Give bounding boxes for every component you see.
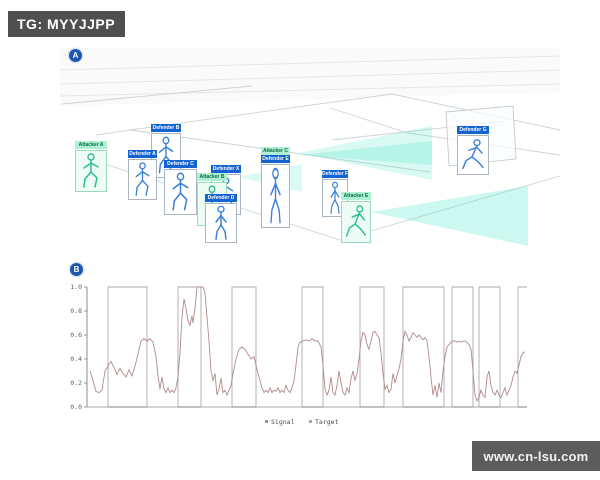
court-line	[61, 85, 253, 105]
y-tick-label: 0.6	[70, 331, 82, 339]
skeleton-limb	[172, 192, 182, 211]
view-cone	[298, 126, 432, 180]
skeleton-limb	[83, 171, 92, 188]
stadium-line	[59, 69, 561, 85]
court-line	[339, 175, 561, 241]
attacker-label-chip: Attacker A	[75, 141, 107, 149]
skeleton-limb	[359, 213, 366, 221]
skeleton-limb	[220, 214, 227, 223]
attacker-label-chip: Attacker B	[197, 173, 227, 181]
attacker-label-chip: Attacker E	[341, 192, 371, 200]
pose-skeleton-icon	[172, 172, 189, 211]
y-tick-label: 1.0	[70, 283, 82, 291]
skeleton-limb	[172, 182, 182, 190]
skeleton-limb	[179, 192, 188, 211]
court-line	[329, 107, 409, 134]
skeleton-limb	[468, 146, 478, 151]
defender-label-chip: Defender B	[151, 124, 181, 132]
defender-pose-box	[205, 203, 237, 243]
skeleton-limb	[179, 182, 189, 189]
defender-pose-box	[128, 159, 157, 200]
watermark-label: www.cn-lsu.com	[472, 441, 600, 471]
skeleton-limb	[270, 197, 277, 224]
skeleton-limb	[476, 146, 483, 154]
skeleton-limb	[90, 171, 98, 188]
legend-label: Target	[315, 418, 339, 426]
y-tick-label: 0.0	[70, 403, 82, 411]
skeleton-limb	[471, 156, 484, 169]
panel-a-badge: A	[69, 49, 82, 62]
y-tick-label: 0.8	[70, 307, 82, 315]
skeleton-limb	[330, 199, 336, 214]
skeleton-limb	[274, 182, 281, 196]
target-square-wave	[87, 286, 527, 408]
signal-line	[89, 286, 526, 403]
skeleton-limb	[158, 146, 167, 154]
attacker-pose-box	[341, 201, 371, 243]
defender-label-chip: Defender A	[128, 150, 157, 158]
y-tick-label: 0.2	[70, 379, 82, 387]
skeleton-limb	[354, 223, 367, 236]
attacker-label-chip: Attacker C	[261, 147, 290, 155]
defender-label-chip: Defender X	[211, 165, 241, 173]
view-cone	[300, 141, 432, 165]
skeleton-limb	[334, 190, 340, 198]
panel-b-badge: B	[70, 263, 83, 276]
skeleton-limb	[135, 179, 144, 196]
skeleton-limb	[141, 170, 150, 177]
legend-label: Signal	[271, 418, 295, 426]
pose-skeleton-icon	[135, 162, 150, 196]
skeleton-limb	[135, 170, 144, 178]
defender-pose-box	[164, 169, 197, 215]
skeleton-limb	[330, 190, 336, 198]
pose-skeleton-icon	[215, 205, 227, 240]
view-cone	[371, 186, 528, 246]
pose-skeleton-icon	[83, 153, 99, 188]
skeleton-limb	[270, 182, 277, 196]
legend-marker	[265, 420, 268, 423]
pose-skeleton-icon	[345, 205, 367, 237]
skeleton-limb	[165, 146, 174, 153]
defender-pose-box	[261, 164, 290, 228]
skeleton-limb	[334, 199, 340, 214]
skeleton-limb	[462, 156, 473, 170]
defender-label-chip: Defender E	[261, 155, 290, 163]
skeleton-limb	[274, 197, 281, 224]
skeleton-limb	[141, 179, 149, 196]
defender-label-chip: Defender C	[164, 160, 197, 168]
skeleton-limb	[215, 224, 222, 240]
skeleton-limb	[90, 162, 99, 168]
skeleton-limb	[225, 185, 234, 192]
skeleton-limb	[220, 224, 227, 240]
skeleton-limb	[83, 162, 92, 169]
stadium-line	[59, 83, 561, 97]
defender-label-chip: Defender G	[457, 126, 489, 134]
skeleton-limb	[158, 155, 167, 174]
defender-pose-box	[457, 135, 489, 175]
attacker-pose-box	[75, 150, 107, 192]
defender-label-chip: Defender F	[322, 170, 348, 178]
pose-skeleton-icon	[330, 181, 340, 214]
tag-label: TG: MYYJJPP	[8, 11, 126, 37]
pose-skeleton-icon	[270, 167, 281, 224]
skeleton-limb	[351, 213, 361, 218]
y-tick-label: 0.4	[70, 355, 82, 363]
stadium-line	[59, 55, 561, 71]
pose-skeleton-icon	[462, 139, 484, 170]
defender-label-chip: Defender D	[205, 194, 237, 202]
legend-marker	[309, 420, 312, 423]
skeleton-limb	[345, 223, 356, 237]
skeleton-limb	[215, 214, 222, 223]
